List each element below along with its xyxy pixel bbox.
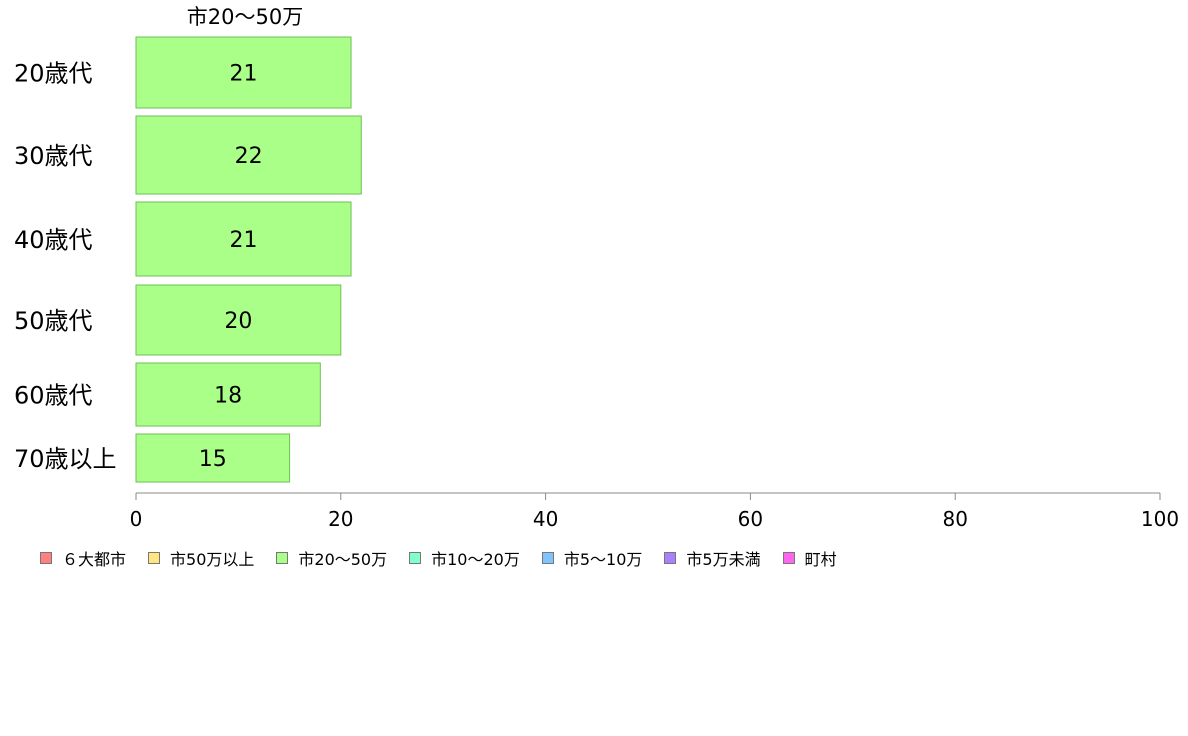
x-tick-label: 20 xyxy=(328,507,353,531)
bar xyxy=(135,201,352,277)
legend-label: 市5万未満 xyxy=(686,550,761,569)
category-label: 50歳代 xyxy=(14,307,93,335)
bar xyxy=(135,362,321,427)
data-label: 21 xyxy=(230,228,258,253)
legend-swatch xyxy=(276,552,289,564)
legend-label: 町村 xyxy=(804,550,837,569)
legend-swatch xyxy=(40,552,52,564)
legend-item: ６大都市 xyxy=(40,546,126,570)
legend-label: 市10〜20万 xyxy=(431,550,520,569)
category-label: 60歳代 xyxy=(14,382,93,410)
legend-swatch xyxy=(148,552,161,564)
bar xyxy=(135,115,362,195)
legend-label: 市50万以上 xyxy=(170,550,255,569)
category-label: 30歳代 xyxy=(14,142,93,170)
bar-chart: 市20〜50万 20歳代 21 30歳代 22 40歳代 21 50歳代 20 60歳代 18 70… xyxy=(14,5,1179,531)
bars: 20歳代 21 30歳代 22 40歳代 21 50歳代 20 60歳代 18 70歳以上 15 xyxy=(14,36,362,483)
x-axis: 0 20 40 60 80 100 xyxy=(130,492,1179,531)
data-label: 22 xyxy=(235,144,263,169)
bar xyxy=(135,433,291,483)
legend-item: 市5万未満 xyxy=(664,546,761,570)
legend-item: 町村 xyxy=(782,546,837,570)
x-tick-label: 100 xyxy=(1141,507,1179,531)
x-tick-label: 80 xyxy=(942,507,967,531)
legend: ６大都市 市50万以上 市20〜50万 市10〜20万 市5〜10万 市5万未満 町村 xyxy=(40,546,859,570)
bar xyxy=(135,36,352,109)
legend-swatch xyxy=(409,552,422,564)
legend-label: 市5〜10万 xyxy=(563,550,643,569)
legend-item: 市5〜10万 xyxy=(541,546,643,570)
legend-label: ６大都市 xyxy=(62,550,127,569)
category-label: 40歳代 xyxy=(14,226,93,254)
bar xyxy=(135,284,342,356)
x-tick-label: 0 xyxy=(130,507,143,531)
data-label: 15 xyxy=(199,447,227,472)
x-tick-label: 60 xyxy=(738,507,763,531)
legend-swatch xyxy=(664,552,677,564)
data-label: 21 xyxy=(230,62,258,87)
legend-item: 市20〜50万 xyxy=(276,546,387,570)
category-label: 70歳以上 xyxy=(14,445,117,473)
data-label: 18 xyxy=(214,384,242,409)
category-label: 20歳代 xyxy=(14,60,93,88)
legend-swatch xyxy=(541,552,554,564)
legend-label: 市20〜50万 xyxy=(298,550,388,569)
legend-item: 市10〜20万 xyxy=(409,546,520,570)
data-label: 20 xyxy=(224,309,252,334)
chart-title: 市20〜50万 xyxy=(187,5,303,29)
x-tick-label: 40 xyxy=(533,507,558,531)
legend-item: 市50万以上 xyxy=(148,546,254,570)
legend-swatch xyxy=(782,552,795,564)
